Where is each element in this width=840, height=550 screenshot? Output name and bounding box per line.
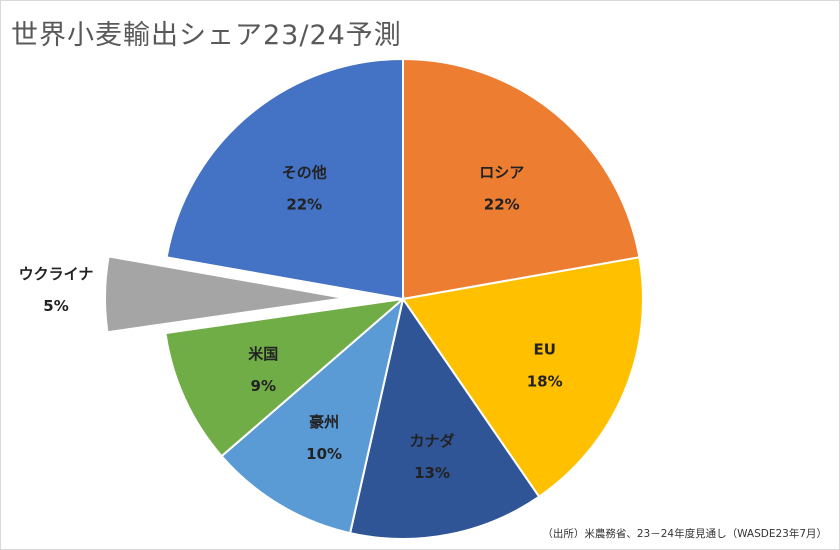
- slice-name-label: 米国: [248, 345, 278, 363]
- slice-value-label: 5%: [43, 297, 68, 315]
- pie-slice: [165, 57, 404, 301]
- slice-value-label: 18%: [527, 372, 563, 390]
- pie-slice: [164, 297, 407, 458]
- slice-value-label: 22%: [484, 195, 520, 213]
- pie-slice: [220, 296, 405, 535]
- pie-slice: [401, 256, 644, 499]
- source-note: （出所）米農務省、23－24年度見通し（WASDE23年7月）: [542, 528, 827, 540]
- pie-slice: [402, 57, 641, 301]
- slice-value-label: 9%: [251, 377, 276, 395]
- slice-name-label: ロシア: [479, 163, 524, 181]
- slice-value-label: 10%: [306, 445, 342, 463]
- slice-name-label: 豪州: [309, 413, 339, 431]
- slice-value-label: 13%: [414, 464, 450, 482]
- slice-name-label: ウクライナ: [19, 265, 94, 283]
- pie-slice: [104, 255, 346, 334]
- slice-name-label: カナダ: [410, 432, 455, 450]
- pie-slice: [348, 296, 541, 540]
- slice-name-label: EU: [533, 340, 555, 358]
- chart-title: 世界小麦輸出シェア23/24予測: [11, 20, 402, 51]
- slice-value-label: 22%: [286, 195, 322, 213]
- slice-name-label: その他: [282, 163, 327, 181]
